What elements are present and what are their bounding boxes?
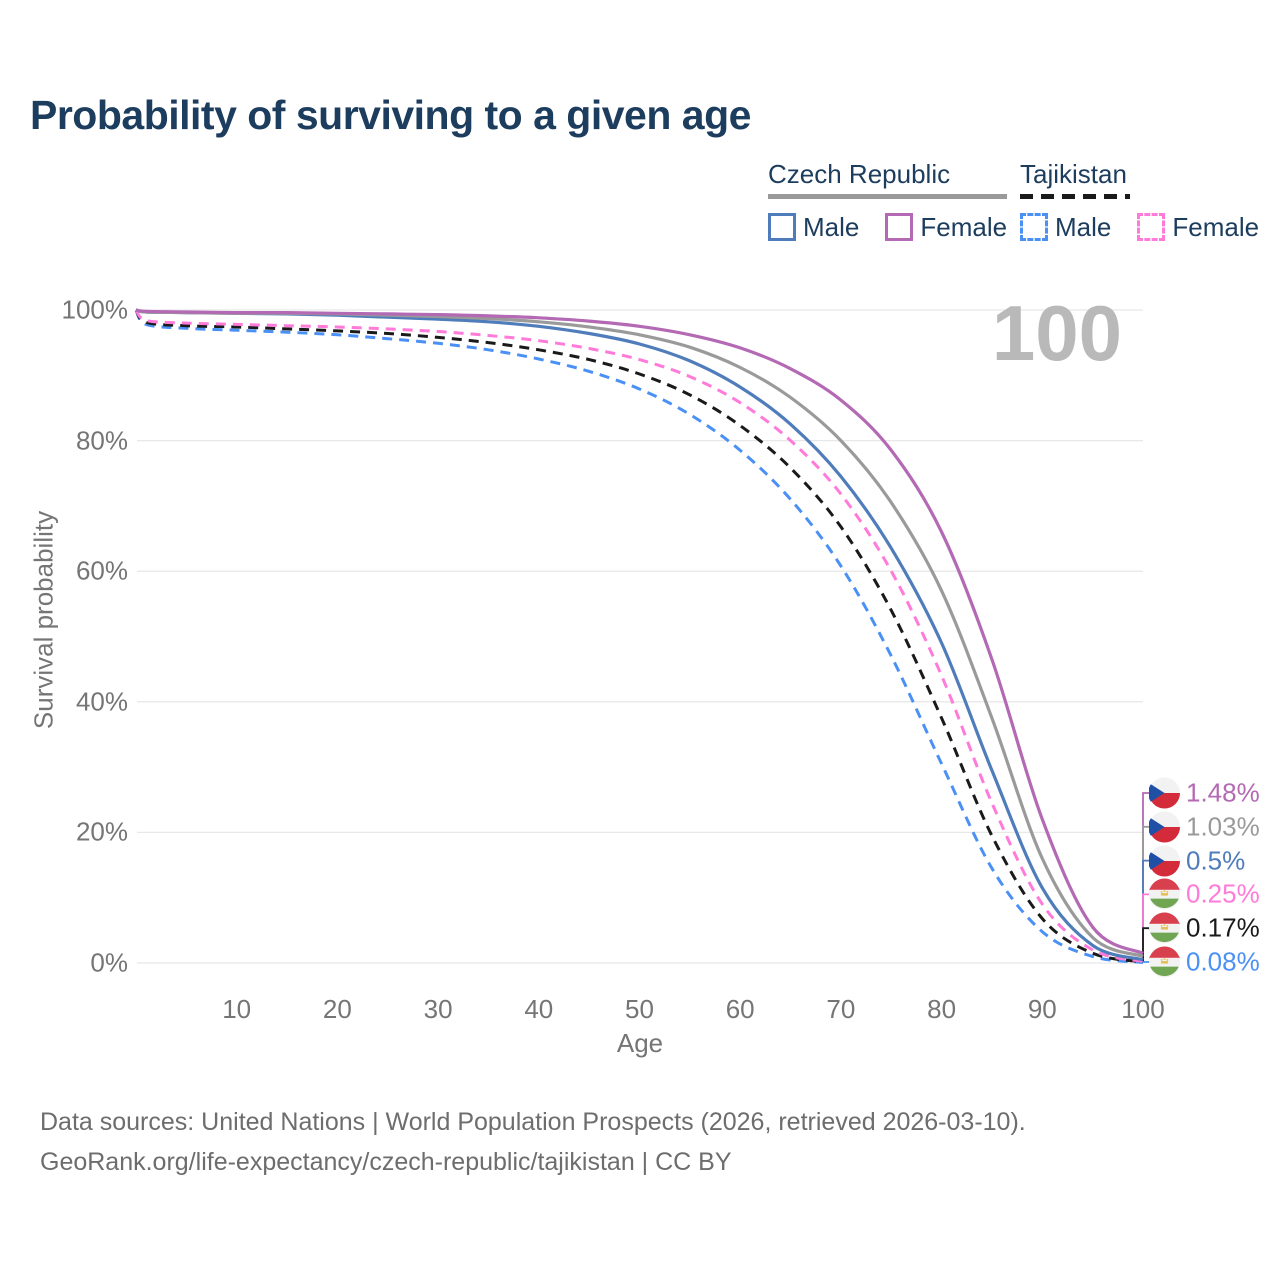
czech-flag-icon: [1149, 845, 1180, 877]
legend-item-tajikistan-male[interactable]: Male: [1020, 212, 1111, 243]
curve-tajikistan-male[interactable]: [134, 309, 1144, 964]
x-tick-label: 10: [222, 994, 252, 1024]
y-tick-label: 100%: [61, 294, 129, 325]
legend-underline-solid: [768, 193, 1008, 199]
end-label-czech-republic-male: 0.5%: [1149, 845, 1246, 877]
x-axis-title: Age: [616, 1028, 664, 1058]
legend-group-czech-republic: Czech Republic Male Female: [768, 159, 1008, 243]
curve-czech-republic-both[interactable]: [135, 308, 1144, 958]
czech-female-swatch-icon: [885, 213, 914, 242]
legend-item-label: Female: [920, 211, 1008, 242]
legend-item-label: Male: [1055, 211, 1112, 242]
end-label-value: 1.48%: [1186, 777, 1260, 808]
tajikistan-flag-icon: [1149, 946, 1180, 978]
curve-czech-republic-male[interactable]: [135, 308, 1144, 962]
x-tick-label: 80: [927, 994, 957, 1024]
legend-underline-dashed: [1020, 193, 1130, 199]
czech-flag-icon: [1149, 777, 1180, 809]
curve-tajikistan-female[interactable]: [134, 308, 1144, 963]
czech-male-swatch-icon: [768, 213, 796, 242]
end-label-czech-republic-female: 1.48%: [1149, 777, 1260, 809]
end-label-czech-republic-both-sexes: 1.03%: [1149, 811, 1260, 843]
end-label-tajikistan-male: 0.08%: [1149, 946, 1260, 978]
end-label-value: 0.17%: [1186, 912, 1260, 943]
legend-item-tajikistan-female[interactable]: Female: [1137, 212, 1259, 243]
y-tick-label: 60%: [75, 555, 128, 586]
y-tick-label: 80%: [75, 425, 128, 456]
legend-group-tajikistan: Tajikistan Male Female: [1020, 160, 1259, 243]
legend-item-label: Female: [1172, 211, 1260, 242]
x-tick-label: 50: [625, 994, 654, 1024]
curve-tajikistan-both[interactable]: [134, 309, 1144, 964]
legend-item-czech-female[interactable]: Female: [885, 212, 1007, 243]
y-tick-label: 20%: [75, 816, 128, 847]
y-tick-label: 0%: [90, 947, 128, 978]
curve-czech-republic-female[interactable]: [135, 308, 1144, 955]
legend-header-tajikistan[interactable]: Tajikistan: [1020, 159, 1127, 189]
end-label-tajikistan-female: 0.25%: [1149, 878, 1260, 910]
legend-item-czech-male[interactable]: Male: [768, 212, 859, 243]
end-label-value: 0.5%: [1186, 845, 1246, 876]
data-source-text: Data sources: United Nations | World Pop…: [40, 1108, 1026, 1136]
legend-header-czech-republic[interactable]: Czech Republic: [768, 159, 951, 189]
y-tick-label: 40%: [75, 686, 128, 717]
end-label-value: 1.03%: [1186, 811, 1260, 842]
page-title: Probability of surviving to a given age: [30, 92, 751, 138]
tajikistan-flag-icon: [1149, 878, 1180, 910]
x-tick-label: 100: [1121, 994, 1165, 1024]
x-tick-label: 70: [826, 994, 856, 1024]
czech-flag-icon: [1149, 811, 1180, 843]
end-label-value: 0.25%: [1186, 878, 1260, 909]
tajikistan-female-swatch-icon: [1137, 213, 1166, 242]
x-tick-label: 30: [423, 994, 453, 1024]
tajikistan-flag-icon: [1149, 912, 1180, 944]
x-tick-label: 60: [725, 994, 755, 1024]
age-indicator-watermark: 100: [991, 289, 1122, 377]
x-tick-label: 90: [1027, 994, 1057, 1024]
legend-item-label: Male: [803, 211, 860, 242]
attribution-link-text: GeoRank.org/life-expectancy/czech-republ…: [40, 1148, 732, 1176]
x-tick-label: 40: [524, 994, 554, 1024]
end-label-leader-line: [1142, 927, 1150, 962]
end-label-value: 0.08%: [1186, 946, 1260, 977]
x-tick-label: 20: [322, 994, 352, 1024]
end-label-tajikistan-both-sexes: 0.17%: [1149, 912, 1260, 944]
tajikistan-male-swatch-icon: [1020, 213, 1048, 242]
